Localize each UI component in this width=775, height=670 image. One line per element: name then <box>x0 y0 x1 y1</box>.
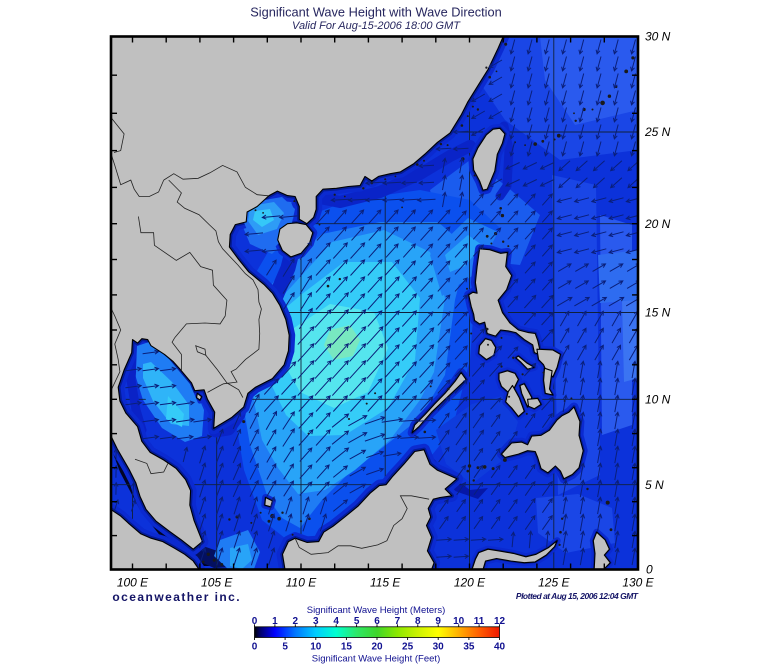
svg-text:130 E: 130 E <box>622 576 654 590</box>
svg-text:0: 0 <box>252 642 258 653</box>
svg-text:9: 9 <box>435 616 441 627</box>
svg-text:25: 25 <box>402 642 414 653</box>
svg-text:4: 4 <box>333 616 339 627</box>
svg-text:1: 1 <box>272 616 278 627</box>
svg-text:5: 5 <box>354 616 360 627</box>
svg-text:10: 10 <box>310 642 322 653</box>
svg-text:10 N: 10 N <box>645 393 671 407</box>
svg-text:12: 12 <box>494 616 506 627</box>
svg-text:Significant Wave Height (Meter: Significant Wave Height (Meters) <box>307 605 446 616</box>
svg-text:30: 30 <box>433 642 445 653</box>
svg-text:oceanweather inc.: oceanweather inc. <box>112 590 241 604</box>
svg-text:8: 8 <box>415 616 421 627</box>
svg-text:10: 10 <box>453 616 465 627</box>
svg-text:0: 0 <box>646 563 653 577</box>
svg-text:Significant Wave Height with W: Significant Wave Height with Wave Direct… <box>250 4 502 19</box>
svg-text:20 N: 20 N <box>644 217 671 231</box>
svg-text:30 N: 30 N <box>645 30 671 44</box>
svg-text:5: 5 <box>282 642 288 653</box>
svg-text:115 E: 115 E <box>370 576 401 590</box>
svg-text:2: 2 <box>293 616 299 627</box>
svg-text:125 E: 125 E <box>538 576 570 590</box>
svg-text:Valid For Aug-15-2006 18:00 GM: Valid For Aug-15-2006 18:00 GMT <box>292 20 461 32</box>
svg-text:15 N: 15 N <box>645 306 671 320</box>
svg-text:7: 7 <box>395 616 401 627</box>
svg-text:100 E: 100 E <box>117 576 149 590</box>
svg-text:25 N: 25 N <box>644 125 671 139</box>
svg-text:Significant Wave Height (Feet): Significant Wave Height (Feet) <box>312 654 440 665</box>
svg-text:0: 0 <box>252 616 258 627</box>
svg-text:20: 20 <box>371 642 383 653</box>
svg-text:40: 40 <box>494 642 506 653</box>
svg-text:3: 3 <box>313 616 319 627</box>
svg-text:110 E: 110 E <box>286 576 317 590</box>
svg-text:Plotted at Aug 15, 2006 12:04: Plotted at Aug 15, 2006 12:04 GMT <box>516 591 639 601</box>
svg-text:15: 15 <box>341 642 353 653</box>
svg-text:35: 35 <box>463 642 475 653</box>
svg-text:6: 6 <box>374 616 380 627</box>
svg-text:5 N: 5 N <box>645 478 664 492</box>
svg-text:120 E: 120 E <box>454 576 486 590</box>
svg-text:105 E: 105 E <box>201 576 233 590</box>
svg-text:11: 11 <box>474 616 485 627</box>
